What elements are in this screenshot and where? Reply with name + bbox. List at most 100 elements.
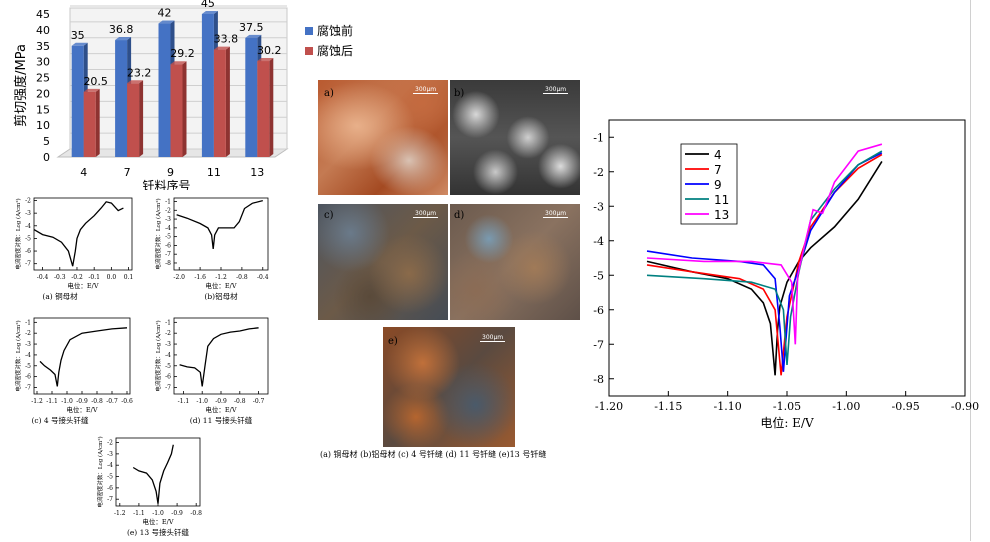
small-plot-d: -1.1 -1.0 -0.9 -0.8 -0.7 -1 -2 -3 -4 -5 -6 -7 电流密度对数… — [150, 308, 278, 430]
plot-frame — [115, 437, 201, 507]
bar-ylabel: 剪切强度/MPa — [13, 44, 29, 127]
bar-ytick-label: 15 — [36, 103, 50, 116]
bar-value-label: 35 — [71, 29, 85, 42]
bar — [83, 91, 96, 157]
plot-curve — [33, 201, 124, 267]
small-plot-b: -2.0 -1.6 -1.2 -0.8 -0.4 -1 -2 -3 -4 -5 -6 -7 -8 电流密度… — [150, 190, 278, 308]
bar — [127, 83, 140, 157]
plot-xlabel: 电位：E/V — [205, 281, 236, 290]
polarization-plot-a: -0.4 -0.3 -0.2 -0.1 0.0 0.1 -2 -3 -4 -5 -6 -7电流密度对数… — [14, 198, 133, 301]
bar-value-label: 37.5 — [239, 21, 264, 34]
plot-xtick-label: -1.0 — [61, 398, 73, 405]
bar-value-label: 36.8 — [109, 23, 134, 36]
micrograph-label-e: e) — [388, 336, 398, 347]
bar-value-label: 23.2 — [127, 66, 152, 79]
page-frame — [970, 0, 971, 541]
plot-ytick-label: -6 — [25, 374, 31, 381]
main-xtick-label: -0.90 — [951, 400, 979, 413]
bar-top — [158, 20, 175, 24]
plot-xtick-label: 0.0 — [107, 274, 117, 281]
plot-xtick-label: -0.8 — [234, 398, 246, 405]
plot-ytick-label: -1 — [165, 319, 171, 326]
bar-value-label: 42 — [158, 7, 172, 20]
bar — [115, 40, 128, 157]
plot-xtick-label: -0.8 — [190, 510, 202, 517]
plot-xlabel: 电位：E/V — [142, 517, 173, 526]
main-legend-label: 11 — [714, 193, 729, 207]
plot-ylabel: 电流密度对数：Log (A/cm²) — [154, 320, 162, 391]
plot-xtick-label: -2.0 — [173, 274, 185, 281]
plot-ytick-label: -6 — [107, 485, 113, 492]
micrograph-c — [318, 204, 448, 320]
main-xlabel: 电位: E/V — [760, 415, 814, 430]
main-xtick-label: -1.15 — [654, 400, 682, 413]
bar-category-label: 11 — [207, 166, 221, 179]
main-polarization-chart: -1.20 -1.15 -1.10 -1.05 -1.00 -0.95 -0.90 -1 -2 -… — [593, 119, 979, 430]
micrograph-label-c: c) — [324, 210, 334, 221]
main-legend-label: 13 — [714, 208, 729, 222]
plot-caption: (a) 铜母材 — [42, 291, 78, 301]
bar-side — [225, 46, 230, 157]
main-ytick-label: -5 — [593, 269, 604, 282]
bar-side — [182, 61, 187, 157]
bar — [213, 49, 226, 157]
plot-xtick-label: -0.4 — [37, 274, 49, 281]
micrograph-d — [450, 204, 580, 320]
plot-xtick-label: -0.8 — [236, 274, 248, 281]
plot-xtick-label: -0.2 — [71, 274, 83, 281]
plot-xtick-label: -1.1 — [178, 398, 190, 405]
main-xtick-label: -0.95 — [892, 400, 920, 413]
bar — [257, 61, 270, 157]
bar-category-label: 4 — [80, 166, 87, 179]
bar-top — [245, 34, 262, 38]
plot-ytick-label: -5 — [165, 234, 171, 241]
plot-ylabel: 电流密度对数：Log (A/cm²) — [154, 198, 162, 269]
main-ytick-label: -1 — [593, 131, 604, 144]
plot-ytick-label: -5 — [25, 363, 31, 370]
plot-ytick-label: -3 — [25, 210, 31, 217]
plot-ytick-label: -5 — [165, 363, 171, 370]
plot-ytick-label: -1 — [25, 319, 31, 326]
plot-caption: (b)铝母材 — [204, 291, 238, 301]
plot-ytick-label: -6 — [25, 248, 31, 255]
bar-top — [213, 46, 230, 50]
plot-xtick-label: -1.2 — [114, 510, 126, 517]
scale-bar-a: 300μm — [413, 86, 439, 94]
plot-xtick-label: -0.9 — [215, 398, 227, 405]
plot-ytick-label: -4 — [165, 225, 171, 232]
bar-ytick-label: 0 — [43, 151, 50, 164]
bar — [170, 64, 183, 157]
plot-xtick-label: -1.6 — [194, 274, 206, 281]
main-legend-label: 9 — [714, 178, 722, 192]
plot-ytick-label: -8 — [165, 260, 171, 267]
bar-top — [170, 61, 187, 65]
plot-xtick-label: -0.6 — [121, 398, 133, 405]
bar-legend-label: 腐蚀后 — [317, 43, 353, 58]
plot-ylabel: 电流密度对数：Log (A/cm²) — [14, 198, 22, 269]
plot-xlabel: 电位：E/V — [66, 405, 97, 414]
bar-chart-panel: 0 5 10 15 20 25 30 35 40 45 剪切强度/MPa 35 20.5 4 36.8 23.… — [0, 0, 370, 193]
plot-ytick-label: -3 — [25, 341, 31, 348]
plot-ytick-label: -4 — [25, 352, 31, 359]
plot-curve — [132, 444, 174, 504]
plot-ytick-label: -2 — [25, 198, 31, 205]
main-legend-label: 7 — [714, 163, 722, 177]
plot-xtick-label: -1.2 — [31, 398, 43, 405]
micrograph-b — [450, 80, 580, 195]
plot-ytick-label: -6 — [165, 374, 171, 381]
main-ytick-label: -3 — [593, 200, 604, 213]
main-ytick-label: -8 — [593, 373, 604, 386]
plot-xtick-label: -0.1 — [88, 274, 100, 281]
main-chart-panel: -1.20 -1.15 -1.10 -1.05 -1.00 -0.95 -0.90 -1 -2 -… — [585, 118, 985, 433]
plot-ytick-label: -3 — [165, 341, 171, 348]
plot-ytick-label: -3 — [107, 451, 113, 458]
plot-ytick-label: -4 — [107, 462, 113, 469]
plot-ytick-label: -2 — [165, 330, 171, 337]
main-ytick-label: -6 — [593, 304, 604, 317]
bar-top — [83, 88, 100, 92]
bar-ytick-label: 35 — [36, 40, 50, 53]
bar-legend-swatch — [305, 47, 313, 55]
bar-legend-swatch — [305, 27, 313, 35]
main-series-line — [646, 143, 883, 345]
plot-curve — [179, 327, 259, 387]
